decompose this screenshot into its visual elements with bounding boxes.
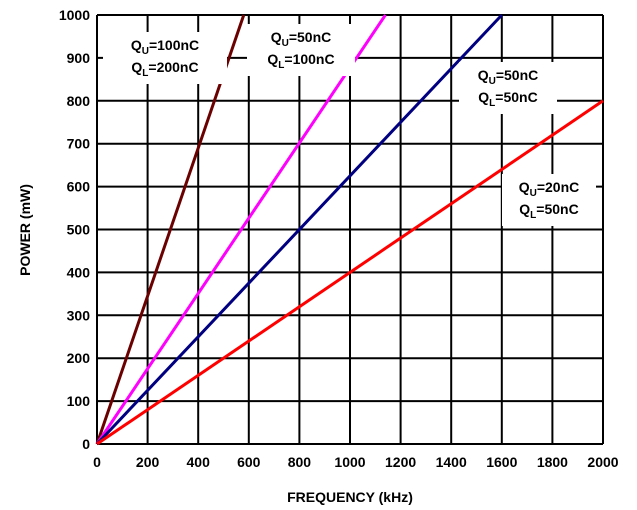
y-tick-label: 1000 — [59, 7, 90, 23]
annotation-line: QU=20nC — [519, 179, 580, 199]
x-tick-label: 1600 — [486, 454, 517, 470]
annotation-bg — [103, 32, 227, 84]
annotation-line: QU=50nC — [478, 67, 539, 87]
x-tick-label: 1800 — [537, 454, 568, 470]
x-tick-labels: 0 200 400 600 800 1000 1200 1400 1600 1800 2000 — [93, 454, 619, 470]
y-tick-label: 700 — [67, 136, 91, 152]
y-tick-label: 0 — [82, 436, 90, 452]
x-tick-label: 1200 — [385, 454, 416, 470]
y-tick-label: 400 — [67, 264, 91, 280]
annotation-bg — [247, 24, 355, 76]
x-tick-label: 400 — [187, 454, 211, 470]
y-tick-label: 100 — [67, 393, 91, 409]
series-annotations: QU=100nCQL=200nCQU=50nCQL=100nCQU=50nCQL… — [103, 24, 596, 226]
y-tick-label: 200 — [67, 350, 91, 366]
grid — [96, 14, 604, 445]
x-tick-label: 0 — [93, 454, 101, 470]
annotation-line: QU=50nC — [271, 29, 332, 49]
annotation-bg — [459, 62, 557, 114]
x-tick-label: 2000 — [587, 454, 618, 470]
x-tick-label: 200 — [136, 454, 160, 470]
y-tick-label: 900 — [67, 50, 91, 66]
y-tick-label: 600 — [67, 179, 91, 195]
series-line-3 — [95, 13, 503, 446]
series-line-4 — [96, 99, 604, 446]
annotation-line: QL=100nC — [267, 51, 334, 71]
annotation-line: QL=50nC — [519, 201, 578, 221]
annotation-line: QL=200nC — [131, 59, 198, 79]
annotation-line: QL=50nC — [478, 89, 537, 109]
x-tick-label: 1000 — [334, 454, 365, 470]
x-tick-label: 1400 — [436, 454, 467, 470]
x-tick-label: 600 — [237, 454, 261, 470]
annotation-line: QU=100nC — [131, 37, 199, 57]
y-axis-title: POWER (mW) — [17, 184, 33, 276]
series-line-1 — [95, 14, 246, 445]
series-line-2 — [95, 14, 387, 445]
x-tick-label: 800 — [288, 454, 312, 470]
y-tick-labels: 0 100 200 300 400 500 600 700 800 900 1000 — [59, 7, 90, 452]
series-lines — [95, 13, 604, 446]
y-tick-label: 300 — [67, 307, 91, 323]
annotation-bg — [502, 174, 596, 226]
y-tick-label: 500 — [67, 222, 91, 238]
x-axis-title: FREQUENCY (kHz) — [287, 489, 413, 505]
y-tick-label: 800 — [67, 93, 91, 109]
